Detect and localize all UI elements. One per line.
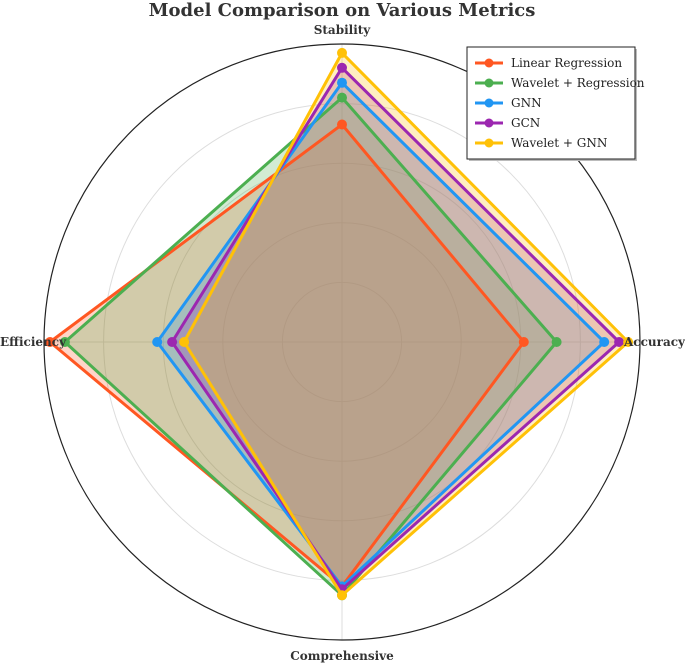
series-area-5	[184, 52, 629, 596]
axis-label-4: Comprehensive	[290, 649, 394, 663]
legend-swatch-marker-1	[484, 58, 494, 68]
series-4-point-1	[614, 337, 625, 347]
series-3-point-3	[152, 337, 163, 347]
legend: Linear Regression Wavelet + Regression GNN…	[466, 46, 645, 161]
legend-label-5: Wavelet + GNN	[511, 136, 607, 150]
legend-label-1: Linear Regression	[511, 56, 622, 70]
series-5-point-1	[623, 337, 634, 347]
chart-title: Model Comparison on Various Metrics	[149, 0, 536, 21]
series-1-point-1	[518, 337, 529, 347]
series-area-2	[64, 97, 557, 596]
series-area-1	[50, 124, 524, 587]
axis-label-3: Efficiency	[0, 335, 67, 349]
axis-labels: Accuracy Stability Efficiency Comprehensive	[0, 23, 685, 663]
series-1-point-3	[45, 337, 55, 347]
series-4-point-3	[167, 337, 178, 347]
legend-swatch-marker-3	[484, 98, 494, 108]
legend-swatch-marker-5	[484, 138, 494, 148]
axis-label-1: Accuracy	[623, 335, 685, 349]
legend-swatch-marker-4	[484, 118, 494, 128]
series-3-point-2	[337, 77, 347, 88]
legend-label-2: Wavelet + Regression	[511, 76, 645, 90]
series-1-point-2	[337, 119, 347, 130]
outer-ring	[43, 43, 641, 641]
legend-label-4: GCN	[511, 116, 540, 130]
series-5-point-3	[179, 337, 190, 347]
series-2-point-1	[551, 337, 562, 347]
series-4-point-2	[337, 62, 347, 73]
legend-swatch-marker-2	[484, 78, 494, 88]
legend-label-3: GNN	[511, 96, 542, 110]
series-5-point-2	[337, 47, 347, 58]
series-area-4	[172, 67, 620, 590]
axis-label-2: Stability	[314, 23, 372, 37]
series-area-3	[157, 82, 605, 587]
series-layer	[45, 47, 634, 601]
series-3-point-1	[599, 337, 610, 347]
series-2-point-3	[59, 337, 70, 347]
series-2-point-2	[337, 92, 347, 103]
series-5-point-4	[337, 590, 347, 601]
